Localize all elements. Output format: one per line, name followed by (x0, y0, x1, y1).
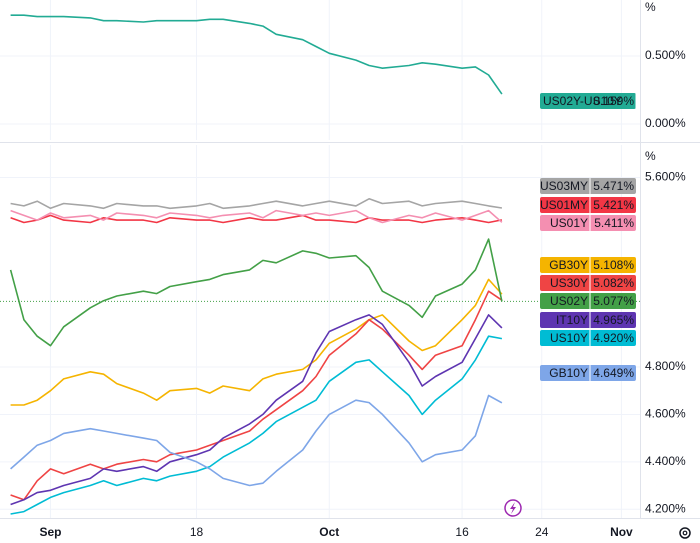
series-tag-value: 5.082% (593, 276, 634, 290)
gear-center[interactable] (682, 530, 688, 536)
alert-icon[interactable] (504, 499, 522, 517)
series-tag (540, 365, 636, 381)
y-tick-label: 5.600% (645, 170, 686, 184)
x-tick-label: Oct (319, 525, 339, 539)
axis-unit: % (645, 0, 656, 14)
series-line (10, 278, 503, 406)
series-tag (540, 197, 636, 213)
x-tick-label: Sep (39, 525, 61, 539)
series-tag (540, 312, 636, 328)
series-tag-name: US01MY (540, 198, 588, 212)
y-tick-label: 0.500% (645, 48, 686, 62)
series-tag-name: IT10Y (556, 313, 588, 327)
series-tag-name: US02Y (550, 294, 588, 308)
y-tick-label: 4.400% (645, 454, 686, 468)
series-tag-name: US30Y (550, 276, 588, 290)
series-tag (540, 293, 636, 309)
series-line (9, 238, 503, 347)
axis-unit: % (645, 149, 656, 163)
series-tag (540, 257, 636, 273)
y-tick-label: 0.000% (645, 116, 686, 130)
series-tag-value: 5.108% (593, 258, 634, 272)
series-tag-value: 5.077% (593, 294, 634, 308)
settings-icon[interactable] (679, 527, 691, 539)
x-tick-label: 16 (455, 525, 469, 539)
series-tag-name: US03MY (540, 179, 588, 193)
x-tick-label: 18 (190, 525, 204, 539)
series-line (10, 14, 503, 95)
series-tag (540, 275, 636, 291)
series-tag-value: 4.920% (593, 331, 634, 345)
series-line (10, 314, 503, 506)
series-tag (540, 178, 636, 194)
series-tag-value: 5.471% (593, 179, 634, 193)
series-tag (540, 93, 636, 109)
layer (9, 14, 503, 515)
alert-bolt[interactable] (510, 502, 516, 514)
series-line (10, 198, 503, 210)
series-tag-name: US01Y (550, 216, 588, 230)
x-tick-label: Nov (610, 525, 633, 539)
series-line (10, 209, 503, 224)
y-tick-label: 4.200% (645, 501, 686, 515)
x-tick-label: 24 (535, 525, 549, 539)
gear-ring[interactable] (679, 527, 691, 539)
y-tick-label: 4.800% (645, 359, 686, 373)
series-tag-name: US10Y (550, 331, 588, 345)
series-tag-value: 0.159% (593, 94, 634, 108)
series-line (10, 290, 503, 501)
series-tag-value: 4.649% (593, 366, 634, 380)
series-tag-value: 5.411% (594, 216, 634, 230)
series-tag-value: 5.421% (593, 198, 634, 212)
series-tag-name: GB10Y (549, 366, 588, 380)
series-line (10, 214, 503, 224)
series-tag-name: GB30Y (549, 258, 588, 272)
series-tag (540, 215, 636, 231)
series-tag (540, 330, 636, 346)
y-tick-label: 4.600% (645, 407, 686, 421)
series-tag-name: US02Y-US10Y (543, 94, 622, 108)
series-line (10, 394, 503, 487)
series-line (10, 335, 503, 515)
series-tag-value: 4.965% (593, 313, 634, 327)
